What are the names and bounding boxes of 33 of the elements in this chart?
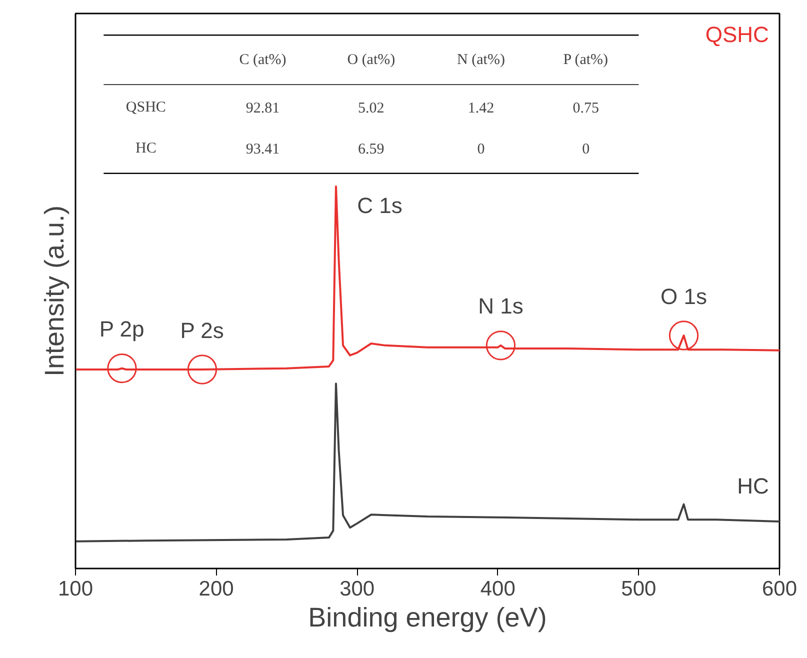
series-label: HC: [737, 474, 770, 499]
x-tick-label: 500: [621, 578, 656, 600]
text: 5.02: [358, 100, 384, 116]
x-tick-label: 200: [198, 578, 234, 600]
annotation: C 1s: [357, 193, 402, 218]
x-axis-title: Binding energy (eV): [308, 602, 547, 632]
text: 0.75: [572, 100, 600, 116]
text: N (at%): [457, 52, 505, 68]
text: 0: [477, 142, 485, 158]
text: 1.42: [468, 100, 494, 116]
text: 93.41: [246, 142, 280, 158]
text: QSHC: [705, 22, 770, 47]
x-tick-label: 600: [762, 578, 798, 600]
annotation: P 2p: [99, 316, 144, 342]
text: 0: [582, 142, 590, 158]
point: [107, 354, 137, 384]
x-tick-label: 400: [480, 578, 516, 600]
text: O (at%): [347, 52, 396, 68]
x-tick-label: 100: [58, 578, 94, 600]
text: P (at%): [563, 52, 608, 68]
text: 92.81: [246, 100, 280, 116]
text: 6.59: [358, 142, 384, 158]
text: QSHC: [126, 99, 166, 116]
y-axis-title: Intensity (a.u.): [40, 205, 70, 377]
point: [187, 354, 218, 384]
annotation: O 1s: [660, 284, 707, 309]
point: [486, 330, 516, 360]
annotation: N 1s: [478, 294, 524, 319]
text: HC: [135, 140, 156, 157]
annotation: P 2s: [180, 318, 224, 343]
text: C (at%): [239, 52, 286, 68]
point: [668, 320, 699, 350]
x-tick-label: 300: [340, 578, 375, 600]
